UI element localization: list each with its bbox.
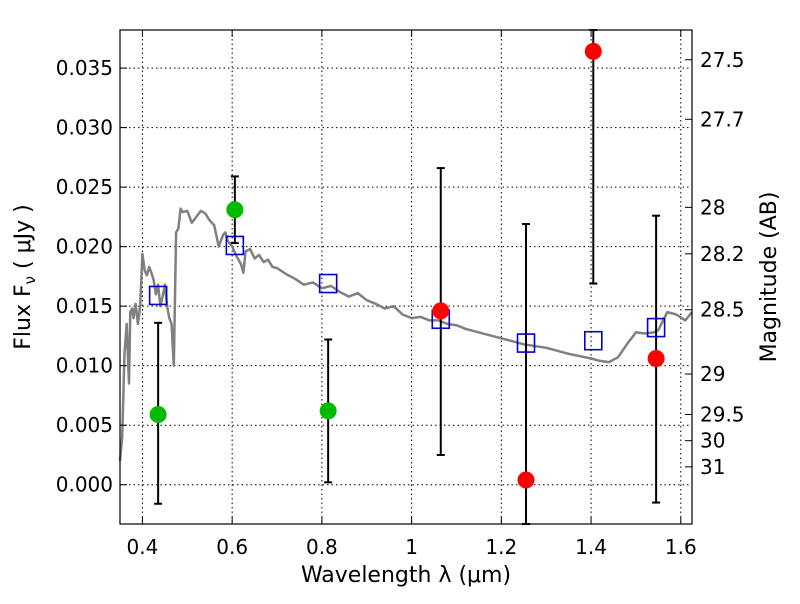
plot-frame [119,29,693,525]
y-tick-label: 0.005 [56,413,113,437]
x-tick-label: 0.8 [306,535,338,559]
y-tick-label: 0.000 [56,473,113,497]
nondetection-point [584,42,602,60]
detection-point [226,201,244,219]
x-tick-label: 0.6 [216,535,248,559]
y-tick-label: 0.030 [56,116,113,140]
y-tick-label: 0.010 [56,354,113,378]
mag-tick-label: 30 [700,429,725,453]
nondetection-point [517,471,535,489]
mag-tick-label: 27.7 [700,107,745,131]
nondetection-point [647,350,665,368]
x-tick-label: 1.6 [665,535,697,559]
x-tick-label: 1.4 [575,535,607,559]
x-tick-label: 1 [405,535,418,559]
mag-tick-label: 28 [700,195,725,219]
marker-layer [148,42,666,489]
y2-axis-label-group: Magnitude (AB) [757,192,782,363]
y-tick-label: 0.020 [56,235,113,259]
model-layer [118,207,693,462]
detection-point [149,405,167,423]
grid-layer [120,30,692,524]
y-axis-label-units: ( μJy ) [11,204,36,276]
model-sed-line [118,207,693,462]
y-axis-label-group: Flux Fν ( μJy ) [11,204,39,349]
model-photometry-square [646,317,666,338]
y-tick-label: 0.035 [56,56,113,80]
y-axis-label: Flux Fν ( μJy ) [11,204,39,349]
mag-tick-label: 29.5 [700,402,745,426]
y-tick-label: 0.025 [56,175,113,199]
mag-tick-label: 28.5 [700,298,745,322]
x-tick-label: 0.4 [127,535,159,559]
y-axis-label-main: Flux F [11,284,36,349]
detection-point [319,402,337,420]
errorbar-layer [154,29,661,525]
model-photometry-square [584,330,603,351]
mag-tick-label: 28.2 [700,242,745,266]
y-tick-label: 0.015 [56,294,113,318]
nondetection-point [432,302,450,320]
x-axis-label: Wavelength λ (μm) [301,563,511,588]
y2-axis-label: Magnitude (AB) [757,192,782,363]
mag-tick-label: 31 [700,455,725,479]
model-photometry-square [148,285,168,306]
x-tick-label: 1.2 [485,535,517,559]
model-photometry-square [516,333,536,353]
y-axis-label-subscript: ν [21,276,39,284]
mag-tick-label: 27.5 [700,48,745,72]
tick-layer: 0.4 0.6 0.8 1 1.2 1.4 1.6 0.000 0.005 0.010 0.015 0… [56,30,745,559]
model-photometry-square [225,235,245,256]
model-photometry-square [318,273,338,294]
mag-tick-label: 29 [700,362,725,386]
